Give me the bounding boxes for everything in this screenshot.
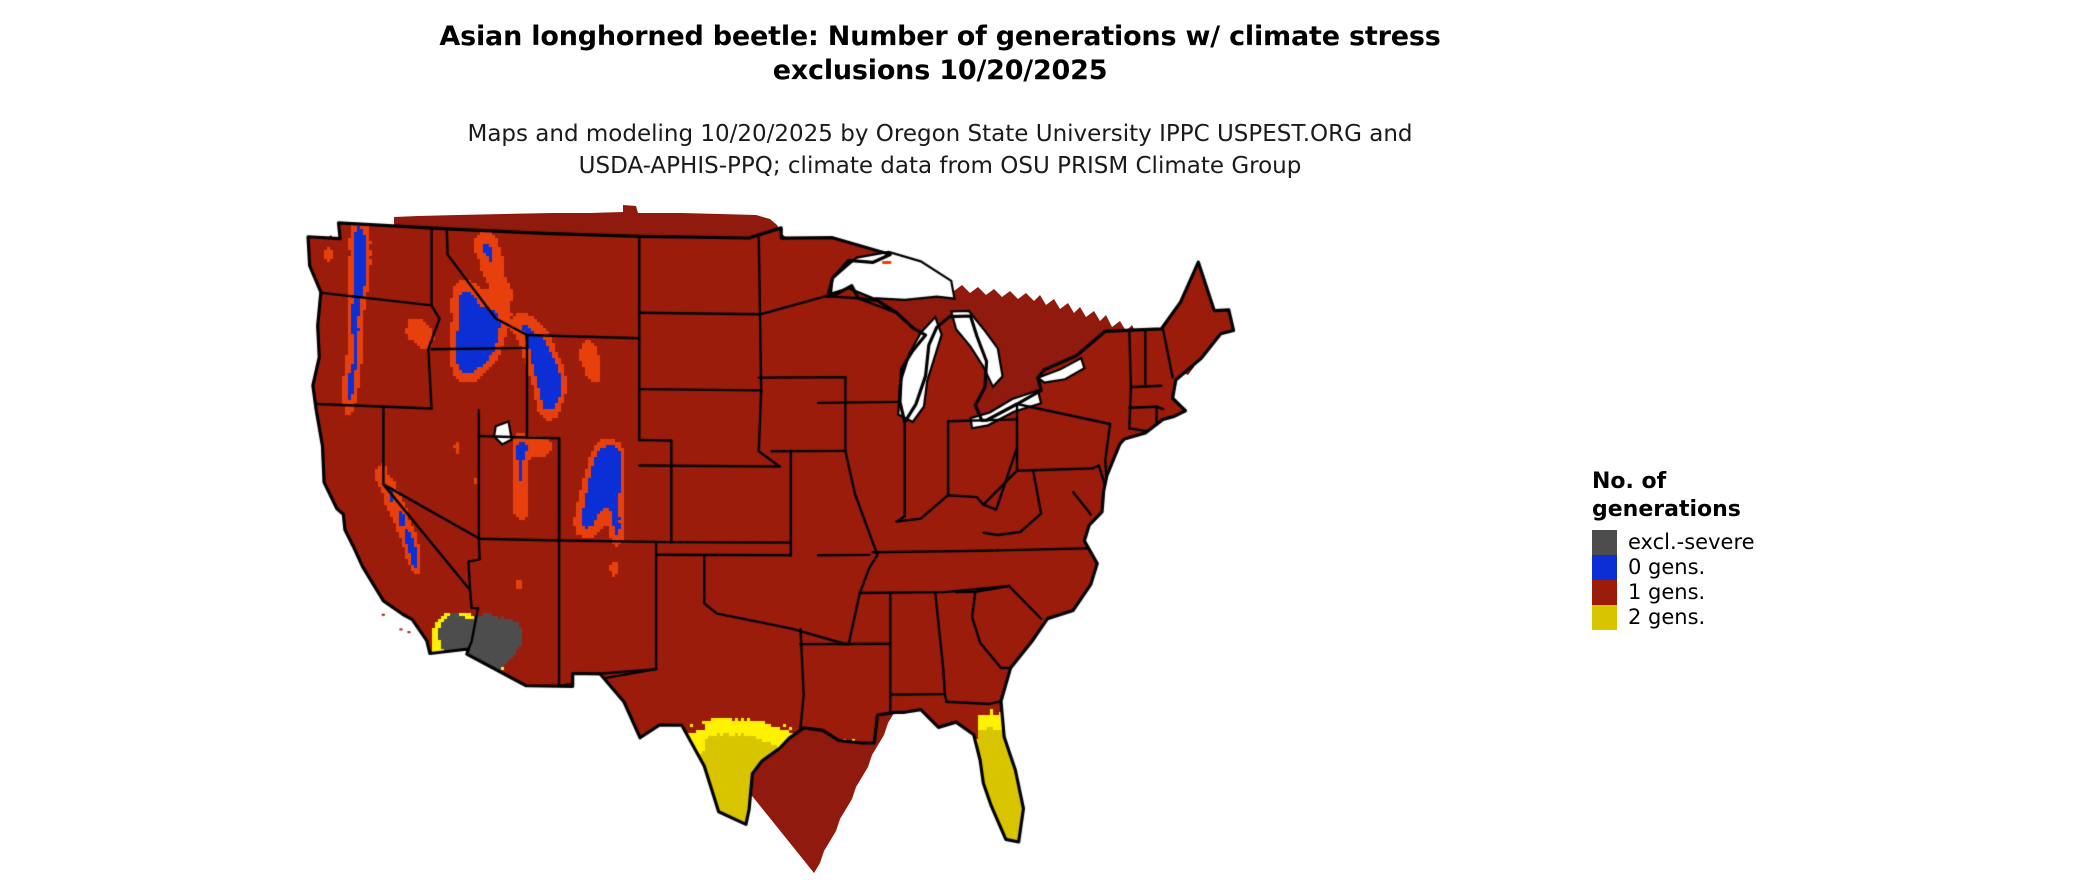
legend-row: 2 gens. <box>1592 605 1892 630</box>
subtitle-line-1: Maps and modeling 10/20/2025 by Oregon S… <box>467 121 1413 147</box>
legend-label: 0 gens. <box>1628 555 1706 579</box>
page-subtitle: Maps and modeling 10/20/2025 by Oregon S… <box>0 118 1880 182</box>
page-title: Asian longhorned beetle: Number of gener… <box>0 20 1880 88</box>
legend-swatch-2 <box>1592 605 1617 630</box>
legend-row: 1 gens. <box>1592 580 1892 605</box>
us-choropleth-map <box>290 195 1250 875</box>
subtitle-line-2: USDA-APHIS-PPQ; climate data from OSU PR… <box>578 153 1302 179</box>
legend-title: No. of generations <box>1592 469 1741 522</box>
title-line-2: exclusions 10/20/2025 <box>772 55 1108 86</box>
legend-items: excl.-severe 0 gens. 1 gens. 2 gens. <box>1592 530 1892 630</box>
legend-label: excl.-severe <box>1628 530 1755 554</box>
legend-swatch-exclusion-severe <box>1592 530 1617 555</box>
legend-swatch-1 <box>1592 580 1617 605</box>
legend-row: excl.-severe <box>1592 530 1892 555</box>
legend-swatch-0 <box>1592 555 1617 580</box>
legend-row: 0 gens. <box>1592 555 1892 580</box>
legend-label: 2 gens. <box>1628 605 1706 629</box>
map-legend: No. of generations excl.-severe 0 gens. 1 … <box>1592 468 1892 630</box>
legend-label: 1 gens. <box>1628 580 1706 604</box>
title-line-1: Asian longhorned beetle: Number of gener… <box>439 21 1441 52</box>
map-raster-canvas <box>290 195 1250 875</box>
